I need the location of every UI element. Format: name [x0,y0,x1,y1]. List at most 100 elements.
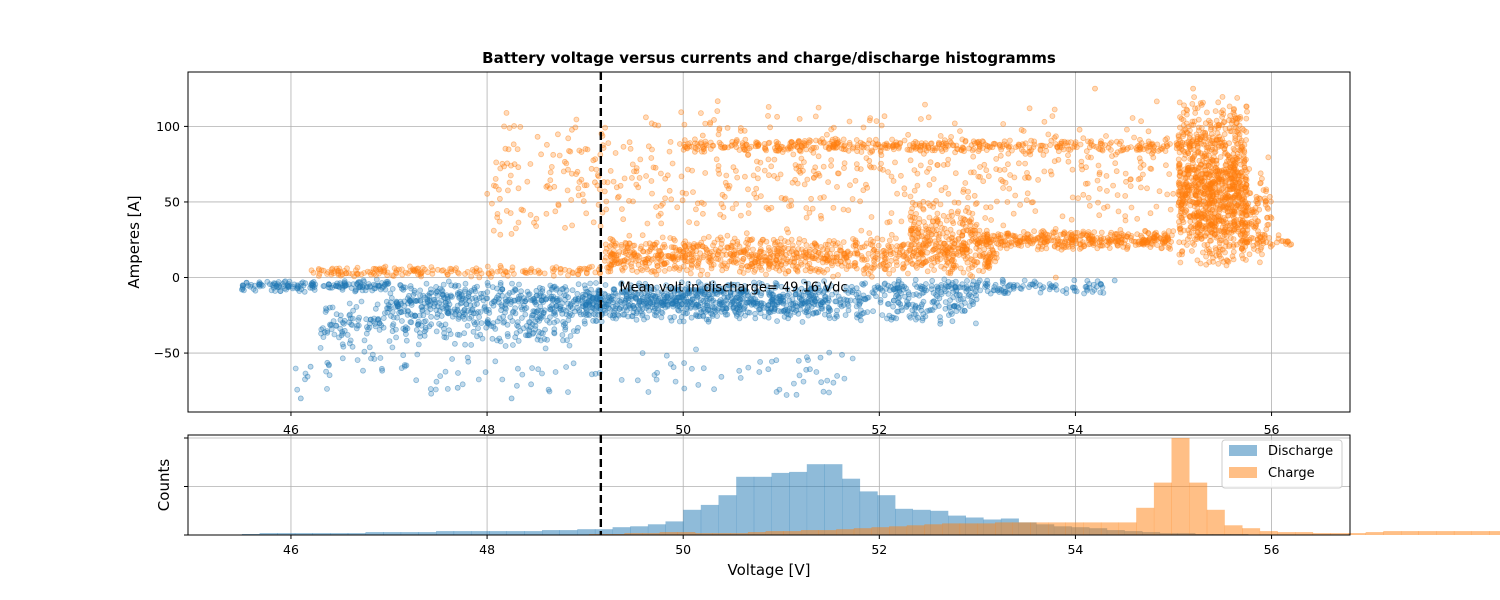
discharge-point [662,304,669,311]
discharge-point [853,291,860,298]
discharge-point [1014,282,1020,289]
charge-point [645,255,652,262]
discharge-point [719,306,726,312]
discharge-point [309,280,315,286]
charge-point [1177,208,1184,215]
discharge-point [909,301,916,308]
discharge-point [372,320,378,327]
charge-point [666,265,673,272]
discharge-point [383,298,390,305]
discharge-point [274,281,281,288]
charge-point [840,136,847,143]
discharge-point [566,342,573,349]
discharge-point [430,296,437,303]
charge-point [787,144,793,151]
discharge-point [322,309,329,315]
discharge-point [359,287,366,294]
discharge-point [252,287,259,294]
charge-point [1197,100,1204,107]
charge-point [895,253,902,259]
discharge-point [569,287,576,294]
charge-point [1176,189,1183,196]
charge-point [730,252,737,259]
discharge-point [325,281,332,288]
discharge-point [686,298,692,305]
discharge-point [289,283,296,290]
charge-point [377,268,384,275]
discharge-point [991,287,998,294]
charge-point [1183,206,1189,213]
discharge-point [340,320,347,327]
charge-point [1194,257,1201,264]
discharge-point [461,330,468,337]
discharge-point [551,319,558,326]
discharge-point [697,299,704,306]
discharge-point [765,366,772,373]
charge-point [676,246,683,253]
discharge-point [563,311,570,318]
discharge-point [647,300,654,307]
discharge-point [245,282,252,289]
discharge-point [915,314,921,321]
discharge-point [521,302,527,309]
charge-point [1220,107,1226,114]
charge-point [913,262,919,269]
discharge-point [398,285,405,292]
charge-point [804,262,811,269]
discharge-point [559,310,566,317]
discharge-point [462,280,469,287]
discharge-point [551,330,558,337]
discharge-point [376,282,383,289]
charge-point [947,268,954,275]
discharge-point [952,284,959,291]
charge-point [1097,242,1104,249]
discharge-point [461,316,468,322]
discharge-point [440,281,447,288]
discharge-point [454,306,461,313]
discharge-point [512,310,519,317]
charge-point [900,241,907,248]
discharge-point [297,395,304,402]
discharge-point [497,338,504,345]
discharge-point [437,373,444,380]
charge-point [824,266,831,273]
charge-point [987,258,994,265]
charge-point [812,267,819,274]
charge-point [511,270,517,277]
discharge-point [575,281,582,288]
discharge-point [532,318,539,325]
discharge-point [842,312,849,319]
discharge-point [308,281,315,288]
discharge-point [404,325,411,332]
discharge-point [546,319,553,326]
discharge-point [346,312,353,319]
discharge-point [380,324,387,331]
discharge-point [644,314,651,321]
charge-point [700,254,707,261]
discharge-point [417,287,424,294]
charge-point [429,270,436,277]
discharge-point [366,324,373,331]
charge-point [522,267,528,274]
charge-point [767,249,774,256]
charge-point [1241,142,1248,148]
charge-point [770,264,776,271]
charge-point [668,244,675,251]
discharge-point [504,321,511,328]
discharge-point [565,389,571,396]
discharge-point [582,320,588,327]
charge-point [729,138,736,145]
discharge-point [422,294,428,301]
discharge-point [421,300,428,307]
charge-point [867,241,874,248]
charge-point [390,273,397,280]
discharge-point [540,310,547,317]
discharge-point [488,300,495,307]
discharge-point [468,341,475,348]
charge-point [620,261,627,268]
discharge-point [442,321,449,328]
discharge-point [468,313,475,320]
discharge-point [470,310,477,317]
discharge-point [790,301,796,308]
discharge-point [392,326,399,333]
